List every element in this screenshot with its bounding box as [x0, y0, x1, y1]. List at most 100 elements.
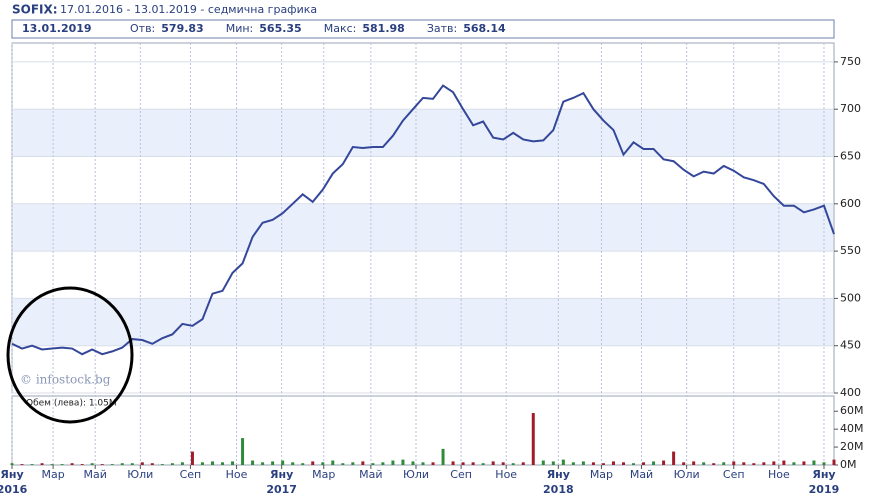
x-tick-label: Мар	[41, 468, 64, 481]
volume-bar	[521, 462, 525, 465]
volume-bar	[802, 461, 806, 465]
x-tick-label: Яну	[547, 468, 570, 481]
x-tick-label: Яну	[812, 468, 835, 481]
volume-bar	[491, 461, 495, 465]
volume-bar	[601, 463, 605, 465]
volume-bar	[551, 461, 555, 465]
volume-bar	[632, 463, 636, 465]
volume-bar	[371, 463, 375, 465]
year-label: 2016	[0, 483, 28, 496]
volume-bar	[20, 464, 24, 465]
x-tick-label: Мар	[312, 468, 335, 481]
volume-bar	[221, 462, 225, 465]
volume-bar	[321, 462, 325, 465]
x-tick-label: Юли	[127, 468, 153, 481]
y-tick-label: 450	[840, 339, 861, 352]
grid-band	[13, 109, 833, 157]
info-value: 565.35	[259, 22, 301, 35]
volume-bar	[231, 461, 235, 465]
volume-bar	[271, 461, 275, 465]
y-tick-label: 60M	[840, 404, 864, 417]
volume-bar	[561, 459, 565, 465]
volume-caption: Обем (лева): 1.05M	[26, 399, 117, 409]
volume-bar	[441, 448, 445, 465]
volume-bar	[682, 462, 686, 465]
volume-bar	[792, 462, 796, 465]
info-value: 579.83	[161, 22, 203, 35]
volume-bar	[411, 461, 415, 465]
volume-bar	[501, 462, 505, 465]
volume-bar	[80, 464, 84, 465]
info-fields: Отв: 579.83 Мин: 565.35 Макс: 581.98 Затв: 568.…	[130, 22, 506, 35]
x-tick-label: Сеп	[723, 468, 745, 481]
x-tick-label: Сеп	[180, 468, 202, 481]
x-tick-label: Юли	[674, 468, 700, 481]
x-tick-label: Яну	[270, 468, 293, 481]
year-label: 2018	[543, 483, 574, 496]
volume-bar	[381, 462, 385, 465]
highlight-circle	[6, 286, 134, 424]
watermark: © infostock.bg	[20, 373, 111, 387]
volume-bar	[60, 464, 64, 465]
volume-bar	[782, 460, 786, 465]
price-line	[11, 84, 835, 356]
plot: 400 450 500 550 600 650 700 750 Яну Мар Май Юли Сеп Н…	[0, 43, 864, 496]
info-date: 13.01.2019	[22, 22, 92, 35]
volume-bar	[772, 461, 776, 465]
info-label: Макс:	[324, 22, 357, 35]
volume-bar	[702, 462, 706, 465]
volume-bar	[90, 463, 94, 465]
volume-bar	[120, 463, 124, 465]
volume-bar	[160, 464, 164, 465]
volume-bar	[732, 461, 736, 465]
volume-bar	[712, 463, 716, 465]
volume-bar	[351, 462, 355, 465]
volume-bar	[531, 413, 535, 465]
volume-bar	[180, 462, 184, 465]
y-tick-label: 20M	[840, 440, 864, 453]
volume-bar	[10, 463, 14, 465]
y-tick-label: 700	[840, 102, 861, 115]
volume-bar	[571, 462, 575, 465]
volume-bar	[591, 462, 595, 465]
volume-bar	[722, 462, 726, 465]
volume-panel	[11, 395, 835, 466]
volume-bar	[672, 451, 676, 465]
volume-bar	[421, 462, 425, 465]
volume-bar	[391, 460, 395, 465]
volume-bar	[752, 463, 756, 465]
y-tick-label: 650	[840, 150, 861, 163]
volume-bar	[100, 464, 104, 465]
info-value: 568.14	[463, 22, 506, 35]
volume-bar	[662, 460, 666, 465]
volume-bar	[261, 462, 265, 465]
x-tick-label: Юли	[403, 468, 429, 481]
y-tick-label: 750	[840, 55, 861, 68]
volume-bar	[822, 462, 826, 465]
volume-bar	[150, 463, 154, 465]
volume-bar	[742, 462, 746, 465]
volume-bar	[692, 461, 696, 465]
volume-bar	[642, 462, 646, 465]
volume-bar	[40, 463, 44, 465]
y-tick-label: 550	[840, 244, 861, 257]
x-tick-label: Ное	[226, 468, 248, 481]
volume-bar	[210, 461, 214, 465]
x-tick-label: Мар	[590, 468, 613, 481]
info-bar	[11, 19, 835, 39]
volume-bar	[50, 464, 54, 465]
y-tick-label: 600	[840, 197, 861, 210]
x-tick-label: Ное	[768, 468, 790, 481]
info-label: Затв:	[427, 22, 457, 35]
volume-bar	[341, 463, 345, 465]
volume-bar	[331, 460, 335, 465]
volume-bar	[190, 451, 194, 465]
volume-bar	[451, 461, 455, 465]
x-tick-label: Май	[359, 468, 382, 481]
year-label: 2017	[266, 483, 297, 496]
volume-bar	[130, 463, 134, 465]
info-value: 581.98	[362, 22, 404, 35]
volume-bar	[652, 461, 656, 465]
year-label: 2019	[809, 483, 840, 496]
volume-bar	[832, 459, 836, 465]
